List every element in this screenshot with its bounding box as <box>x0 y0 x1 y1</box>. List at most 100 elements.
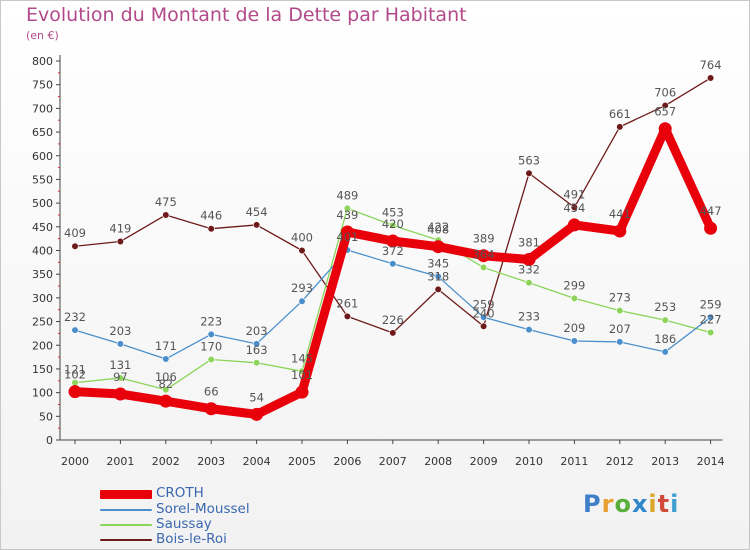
data-point <box>434 285 442 293</box>
series-lines <box>68 74 718 421</box>
data-point <box>661 101 669 110</box>
data-label: 422 <box>427 220 449 234</box>
data-point <box>253 359 261 367</box>
data-label: 453 <box>382 205 404 219</box>
data-label: 97 <box>113 370 128 384</box>
data-point <box>525 326 533 334</box>
y-tick-label: 200 <box>32 339 53 352</box>
data-point <box>343 204 352 212</box>
chart-title: Evolution du Montant de la Dette par Hab… <box>26 4 467 26</box>
data-label: 163 <box>246 343 268 357</box>
data-label: 106 <box>155 370 177 384</box>
y-tick-label: 150 <box>32 363 53 376</box>
x-tick-label: 2010 <box>515 455 543 468</box>
y-tick-label: 500 <box>32 197 53 210</box>
data-point <box>162 355 170 363</box>
data-point <box>207 225 215 233</box>
data-point <box>706 328 715 337</box>
data-label: 419 <box>109 221 131 235</box>
data-label: 408 <box>427 223 449 237</box>
data-label: 372 <box>382 244 404 258</box>
y-tick-label: 50 <box>39 410 53 423</box>
data-point <box>204 402 218 416</box>
data-point <box>477 249 491 263</box>
x-tick-label: 2013 <box>651 455 679 468</box>
data-point <box>389 260 397 268</box>
data-label: 223 <box>200 314 222 328</box>
data-point <box>343 312 352 320</box>
data-label: 121 <box>64 363 86 377</box>
data-point <box>253 221 261 229</box>
data-point <box>704 221 718 235</box>
data-point <box>613 224 627 238</box>
data-point <box>522 253 536 267</box>
data-label: 66 <box>204 385 219 399</box>
data-label: 261 <box>336 296 358 310</box>
x-tick-label: 2003 <box>197 455 225 468</box>
x-tick-label: 2009 <box>470 455 498 468</box>
legend-swatch <box>100 490 152 499</box>
data-label: 400 <box>291 231 313 245</box>
data-label: 207 <box>609 322 631 336</box>
x-tick-label: 2000 <box>61 455 89 468</box>
logo-letter: i <box>670 490 680 518</box>
data-point <box>340 225 354 239</box>
data-point <box>480 313 488 321</box>
y-tick-label: 250 <box>32 316 53 329</box>
data-point <box>570 203 579 211</box>
data-point <box>661 316 669 324</box>
y-tick-label: 450 <box>32 221 53 234</box>
data-label: 203 <box>246 324 268 338</box>
data-label: 101 <box>291 368 313 382</box>
data-label: 253 <box>654 300 676 314</box>
data-label: 54 <box>249 390 264 404</box>
y-tick-label: 650 <box>32 126 53 139</box>
data-point <box>431 240 445 254</box>
data-point <box>570 337 579 345</box>
x-tick-label: 2004 <box>243 455 271 468</box>
legend-swatch <box>100 539 152 541</box>
data-point <box>295 385 309 399</box>
data-label: 491 <box>563 187 585 201</box>
data-point <box>116 237 124 246</box>
legend-label: CROTH <box>156 485 204 501</box>
y-tick-label: 700 <box>32 102 53 115</box>
data-point <box>567 218 581 232</box>
data-label: 439 <box>336 208 358 222</box>
data-point <box>71 242 79 250</box>
logo-letter: P <box>583 490 602 518</box>
legend-swatch <box>100 524 152 526</box>
data-point <box>116 340 124 348</box>
data-label: 259 <box>473 297 495 311</box>
logo-letter: o <box>614 490 632 518</box>
data-label: 209 <box>563 321 585 335</box>
data-label: 475 <box>155 195 177 209</box>
data-point <box>386 234 400 248</box>
legend-label: Sorel-Moussel <box>156 501 250 517</box>
x-tick-label: 2012 <box>606 455 634 468</box>
data-label: 332 <box>518 263 540 277</box>
logo-letter: i <box>648 490 658 518</box>
data-label: 447 <box>700 204 722 218</box>
data-label: 489 <box>336 188 358 202</box>
data-label: 170 <box>200 339 222 353</box>
y-tick-label: 750 <box>32 79 53 92</box>
data-point <box>253 340 261 348</box>
data-label: 364 <box>473 248 495 262</box>
legend-label: Saussay <box>156 516 212 532</box>
data-label: 401 <box>336 230 358 244</box>
legend-label: Bois-le-Roi <box>156 531 227 547</box>
data-point <box>116 374 124 382</box>
data-point <box>389 221 397 229</box>
data-label: 563 <box>518 153 540 167</box>
x-tick-label: 2007 <box>379 455 407 468</box>
data-label: 706 <box>654 86 676 100</box>
data-point <box>661 348 669 356</box>
data-label: 232 <box>64 310 86 324</box>
data-label: 454 <box>246 205 268 219</box>
data-point <box>706 313 715 321</box>
logo-letter: r <box>601 490 615 518</box>
data-label: 186 <box>654 332 676 346</box>
